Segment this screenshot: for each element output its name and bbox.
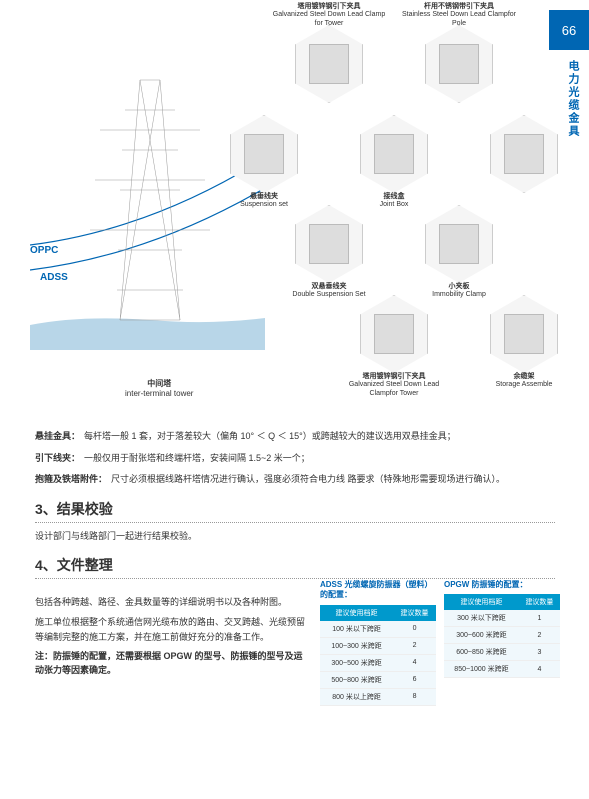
hex-shape <box>230 115 298 193</box>
hex-shape <box>425 25 493 103</box>
adss-label: ADSS <box>40 272 68 283</box>
table-cell: 500~800 米跨距 <box>320 671 393 688</box>
table-cell: 1 <box>519 610 560 627</box>
table-row: 500~800 米跨距6 <box>320 671 436 688</box>
adss-table-block: ADSS 光缆螺旋防振器（塑料）的配置： 建议使用档距建议数量100 米以下跨距… <box>320 580 436 706</box>
table-header: 建议数量 <box>519 594 560 610</box>
opgw-table-block: OPGW 防振锤的配置： 建议使用档距建议数量300 米以下跨距1300~600… <box>444 580 560 706</box>
oppc-label: OPPC <box>30 245 58 256</box>
hex-shape <box>490 295 558 373</box>
definition-row: 悬挂金具： 每杆塔一般 1 套，对于落差较大（偏角 10° ＜ Q ＜ 15°）或… <box>35 430 555 444</box>
table-cell: 8 <box>393 688 436 705</box>
component-icon <box>244 134 284 174</box>
table-cell: 800 米以上跨距 <box>320 688 393 705</box>
table-cell: 300~600 米跨距 <box>444 627 519 644</box>
component-icon <box>504 314 544 354</box>
section4-p2: 施工单位根据整个系统通信网光缆布放的路由、交叉跨越、光缆预留等编制完整的施工方案… <box>35 615 310 644</box>
table-row: 800 米以上跨距8 <box>320 688 436 705</box>
hex-label: 余缆架Storage Assemble <box>464 373 584 390</box>
def-text: 尺寸必须根据线路杆塔情况进行确认，强度必须符合电力线 路要求（特殊地形需要现场进… <box>111 473 505 487</box>
component-icon <box>309 224 349 264</box>
hex-shape <box>425 205 493 283</box>
hex-label: 杆用不锈钢带引下夹具Stainless Steel Down Lead Clam… <box>399 3 519 28</box>
section4-title: 4、文件整理 <box>35 555 555 579</box>
table-cell: 0 <box>393 621 436 638</box>
def-text: 每杆塔一般 1 套，对于落差较大（偏角 10° ＜ Q ＜ 15°）或跨越较大的… <box>84 430 456 444</box>
hex-shape <box>490 115 558 193</box>
component-hex: 塔用镀锌钢引下夹具Galvanized Steel Down Lead Clam… <box>360 295 428 373</box>
table-cell: 100 米以下跨距 <box>320 621 393 638</box>
component-icon <box>504 134 544 174</box>
table-cell: 2 <box>519 627 560 644</box>
tables-row: ADSS 光缆螺旋防振器（塑料）的配置： 建议使用档距建议数量100 米以下跨距… <box>320 580 560 706</box>
table-header: 建议数量 <box>393 605 436 621</box>
component-hex: 接线盒Joint Box <box>360 115 428 193</box>
table-row: 600~850 米跨距3 <box>444 644 560 661</box>
table-cell: 2 <box>393 637 436 654</box>
component-icon <box>309 44 349 84</box>
hex-shape <box>295 25 363 103</box>
table-cell: 300 米以下跨距 <box>444 610 519 627</box>
opgw-table: 建议使用档距建议数量300 米以下跨距1300~600 米跨距2600~850 … <box>444 594 560 678</box>
table-cell: 600~850 米跨距 <box>444 644 519 661</box>
page-number: 66 <box>562 23 576 38</box>
opgw-table-title: OPGW 防振锤的配置： <box>444 580 560 590</box>
tower-caption: 中间塔 inter-terminal tower <box>125 378 193 398</box>
table-row: 300 米以下跨距1 <box>444 610 560 627</box>
definition-row: 引下线夹： 一般仅用于耐张塔和终端杆塔，安装间隔 1.5~2 米一个； <box>35 452 555 466</box>
table-row: 300~500 米跨距4 <box>320 654 436 671</box>
adss-table: 建议使用档距建议数量100 米以下跨距0100~300 米跨距2300~500 … <box>320 605 436 706</box>
section3-body: 设计部门与线路部门一起进行结果校验。 <box>35 529 555 543</box>
section4-p1: 包括各种跨越、路径、金具数量等的详细说明书以及各种附图。 <box>35 595 310 609</box>
hex-label: 塔用镀锌钢引下夹具Galvanized Steel Down Lead Clam… <box>334 373 454 398</box>
hex-shape <box>295 205 363 283</box>
diagram-area: OPPC ADSS 中间塔 inter-terminal tower 塔用镀锌钢… <box>30 20 550 415</box>
table-cell: 4 <box>393 654 436 671</box>
table-row: 100~300 米跨距2 <box>320 637 436 654</box>
component-icon <box>374 134 414 174</box>
component-icon <box>374 314 414 354</box>
tower-caption-en: inter-terminal tower <box>125 389 193 398</box>
side-category-label: 电力光缆金具 <box>565 60 581 138</box>
table-cell: 6 <box>393 671 436 688</box>
component-hex: 塔用镀锌钢引下夹具Galvanized Steel Down Lead Clam… <box>295 25 363 103</box>
section4-note: 注：防振锤的配置，还需要根据 OPGW 的型号、防振锤的型号及运动张力等因素确定… <box>35 650 310 677</box>
section3-title: 3、结果校验 <box>35 499 555 523</box>
table-cell: 3 <box>519 644 560 661</box>
component-hex <box>490 115 558 193</box>
table-row: 850~1000 米跨距4 <box>444 661 560 678</box>
adss-table-title: ADSS 光缆螺旋防振器（塑料）的配置： <box>320 580 436 601</box>
component-hex: 余缆架Storage Assemble <box>490 295 558 373</box>
table-row: 100 米以下跨距0 <box>320 621 436 638</box>
table-header: 建议使用档距 <box>320 605 393 621</box>
component-hex: 双悬垂线夹Double Suspension Set <box>295 205 363 283</box>
hex-shape <box>360 295 428 373</box>
component-hex: 小夹板Immobility Clamp <box>425 205 493 283</box>
component-icon <box>439 224 479 264</box>
component-icon <box>439 44 479 84</box>
table-header: 建议使用档距 <box>444 594 519 610</box>
component-hex: 悬垂线夹Suspension set <box>230 115 298 193</box>
table-cell: 100~300 米跨距 <box>320 637 393 654</box>
def-term: 抱箍及铁塔附件： <box>35 473 107 487</box>
tower-caption-cn: 中间塔 <box>125 378 193 389</box>
definition-row: 抱箍及铁塔附件： 尺寸必须根据线路杆塔情况进行确认，强度必须符合电力线 路要求（特… <box>35 473 555 487</box>
content-area: 悬挂金具： 每杆塔一般 1 套，对于落差较大（偏角 10° ＜ Q ＜ 15°）或… <box>35 430 555 585</box>
table-cell: 850~1000 米跨距 <box>444 661 519 678</box>
table-cell: 4 <box>519 661 560 678</box>
component-hex: 杆用不锈钢带引下夹具Stainless Steel Down Lead Clam… <box>425 25 493 103</box>
hex-label: 塔用镀锌钢引下夹具Galvanized Steel Down Lead Clam… <box>269 3 389 28</box>
table-row: 300~600 米跨距2 <box>444 627 560 644</box>
def-text: 一般仅用于耐张塔和终端杆塔，安装间隔 1.5~2 米一个； <box>84 452 310 466</box>
table-cell: 300~500 米跨距 <box>320 654 393 671</box>
def-term: 悬挂金具： <box>35 430 80 444</box>
section4-body-col: 包括各种跨越、路径、金具数量等的详细说明书以及各种附图。 施工单位根据整个系统通… <box>35 595 310 677</box>
def-term: 引下线夹： <box>35 452 80 466</box>
hex-shape <box>360 115 428 193</box>
page-number-tab: 66 <box>549 10 589 50</box>
